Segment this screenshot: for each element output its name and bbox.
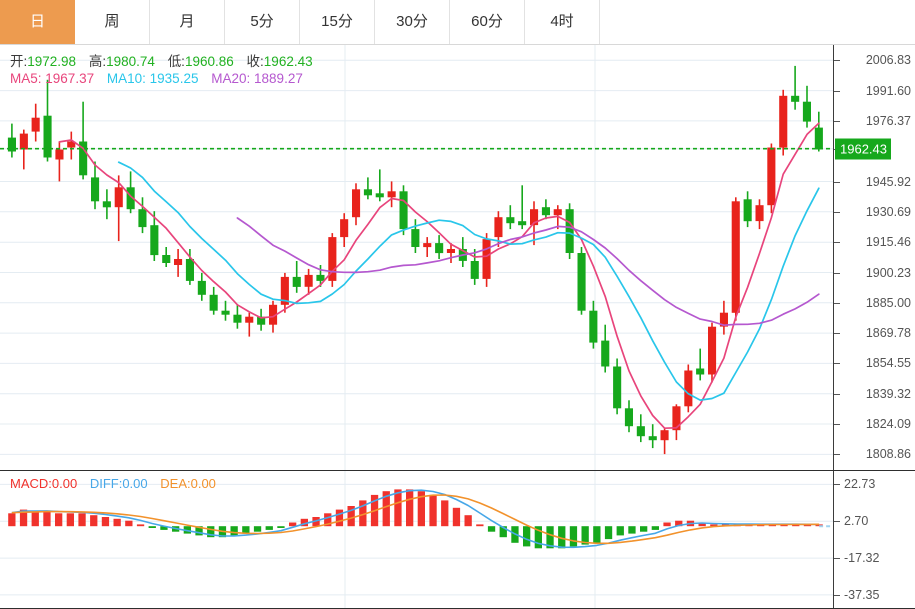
price-axis-tick-label: 1945.92 (865, 174, 911, 189)
ohlc-legend: 开:1972.98 高:1980.74 低:1960.86 收:1962.43 (10, 50, 313, 70)
tab-0[interactable]: 日 (0, 0, 75, 44)
price-tick-mark (834, 302, 840, 304)
price-axis-tick-label: 1824.09 (865, 417, 911, 431)
price-tick-mark (834, 60, 840, 62)
macd-tick-mark (834, 521, 840, 523)
price-tick-mark (834, 424, 840, 425)
tab-1[interactable]: 周 (75, 0, 150, 44)
macd-axis-tick-label: 22.73 (844, 477, 876, 492)
price-tick-mark (834, 90, 840, 92)
price-axis-tick-label: 1854.55 (865, 356, 911, 371)
price-tick-mark (834, 393, 840, 395)
ma20-label: MA20: (211, 71, 251, 86)
tab-7[interactable]: 4时 (525, 0, 600, 44)
moving-average-legend: MA5: 1967.37 MA10: 1935.25 MA20: 1889.27 (10, 71, 303, 86)
macd-axis-tick-label: -17.32 (844, 551, 880, 566)
price-axis-tick-label: 1930.69 (865, 204, 911, 219)
price-tick-mark (834, 272, 840, 274)
price-tick-mark (834, 363, 840, 365)
ma20-value: 1889.27 (254, 71, 303, 86)
close-value: 1962.43 (263, 54, 313, 69)
price-axis-tick-label: 1915.46 (865, 235, 911, 250)
diff-label: DIFF: (89, 476, 123, 491)
price-axis: 2006.83 1991.60 1976.37 1962.43 1945.92 1930.… (833, 45, 915, 470)
price-tick-mark (834, 211, 840, 213)
price-tick-mark (834, 454, 840, 456)
macd-axis-tick-label: 2.70 (844, 514, 869, 529)
tab-4[interactable]: 15分 (300, 0, 375, 44)
ma5-label: MA5: (10, 71, 42, 86)
dea-label: DEA: (160, 476, 191, 491)
close-label: 收: (246, 54, 264, 69)
price-axis-tick-label: 1991.60 (865, 83, 911, 98)
high-label: 高: (88, 54, 107, 69)
tab-2[interactable]: 月 (150, 0, 225, 44)
ma10-label: MA10: (106, 71, 146, 86)
price-axis-tick-label: 1808.86 (865, 447, 911, 462)
price-axis-tick-label: 1885.00 (865, 295, 911, 310)
macd-tick-mark (834, 558, 840, 560)
tab-bar-filler (600, 0, 915, 44)
macd-value: 0.00 (51, 476, 78, 491)
ma5-value: 1967.37 (45, 71, 95, 86)
price-axis-tick-label: 1869.78 (865, 326, 911, 341)
macd-tick-mark (834, 594, 840, 596)
price-axis-tick-label: 1976.37 (865, 113, 911, 128)
low-label: 低: (167, 54, 185, 69)
price-tick-mark (834, 120, 840, 122)
price-tick-mark (834, 333, 840, 335)
tab-5[interactable]: 30分 (375, 0, 450, 44)
price-candlestick-panel[interactable] (0, 45, 833, 470)
price-tick-mark (834, 181, 840, 183)
open-label: 开: (10, 54, 28, 69)
tab-3[interactable]: 5分 (225, 0, 300, 44)
macd-indicator-panel[interactable] (0, 471, 833, 609)
price-axis-tick-label: 2006.83 (865, 53, 911, 68)
current-price-badge: 1962.43 (835, 138, 891, 160)
period-tab-bar: 日周月 5分 15分 30分 60分 4时 (0, 0, 915, 45)
macd-label: MACD: (10, 476, 52, 491)
price-axis-tick-label: 1839.32 (865, 386, 911, 401)
diff-value: 0.00 (122, 476, 148, 491)
ma10-value: 1935.25 (149, 71, 199, 86)
macd-legend: MACD:0.00 DIFF:0.00 DEA:0.00 (10, 476, 216, 491)
macd-tick-mark (834, 484, 840, 486)
price-tick-mark (834, 242, 840, 244)
low-value: 1960.86 (184, 54, 234, 69)
price-axis-tick-label: 1900.23 (865, 265, 911, 280)
macd-chart-svg (0, 471, 833, 609)
dea-value: 0.00 (190, 476, 216, 491)
open-value: 1972.98 (27, 54, 77, 69)
macd-axis-tick-label: -37.35 (844, 587, 880, 602)
price-chart-svg (0, 45, 833, 470)
macd-axis: 22.73 2.70 -17.32 -37.35 (833, 471, 915, 609)
tab-6[interactable]: 60分 (450, 0, 525, 44)
high-value: 1980.74 (106, 54, 155, 69)
panel-divider (0, 470, 915, 471)
